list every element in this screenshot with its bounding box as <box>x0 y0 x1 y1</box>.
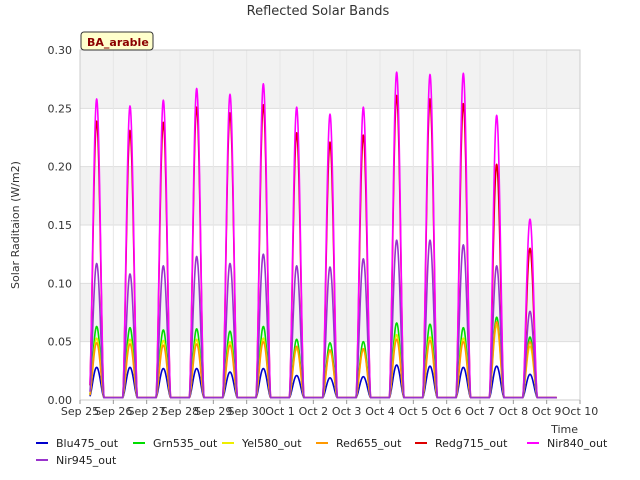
legend-item-nir945-out: Nir945_out <box>36 454 117 467</box>
legend-item-blu475-out: Blu475_out <box>36 437 119 450</box>
legend-label: Nir945_out <box>56 454 117 467</box>
legend-label: Red655_out <box>336 437 402 450</box>
x-tick-label: Sep 26 <box>94 405 132 418</box>
y-tick-label: 0.30 <box>48 44 73 57</box>
x-tick-label: Oct 10 <box>562 405 599 418</box>
x-tick-label: Sep 27 <box>128 405 166 418</box>
y-tick-label: 0.20 <box>48 161 73 174</box>
x-tick-label: Oct 8 <box>499 405 529 418</box>
x-tick-label: Oct 9 <box>532 405 562 418</box>
x-tick-label: Oct 3 <box>332 405 362 418</box>
y-tick-label: 0.25 <box>48 102 73 115</box>
x-tick-label: Sep 25 <box>61 405 99 418</box>
series-layer <box>89 71 558 399</box>
y-tick-label: 0.05 <box>48 336 73 349</box>
x-tick-label: Oct 5 <box>399 405 429 418</box>
legend-item-redg715-out: Redg715_out <box>415 437 508 450</box>
y-axis-ticks: 0.00 0.05 0.10 0.15 0.20 0.25 0.30 <box>48 44 73 407</box>
background-band <box>80 166 580 225</box>
legend-label: Yel580_out <box>241 437 302 450</box>
x-tick-label: Oct 1 <box>265 405 295 418</box>
x-tick-label: Oct 6 <box>432 405 462 418</box>
x-axis-label: Time <box>550 423 578 436</box>
series-line-nir945-out <box>89 239 558 399</box>
station-tag-label: BA_arable <box>87 36 149 49</box>
legend-label: Redg715_out <box>435 437 508 450</box>
x-tick-label: Oct 7 <box>465 405 495 418</box>
legend-item-yel580-out: Yel580_out <box>222 437 302 450</box>
plot-frame <box>79 49 581 401</box>
background-band <box>80 50 580 109</box>
y-tick-label: 0.15 <box>48 219 73 232</box>
legend: Blu475_out Grn535_out Yel580_out Red655_out… <box>36 437 608 467</box>
y-tick-label: 0.00 <box>48 394 73 407</box>
y-tick-label: 0.10 <box>48 277 73 290</box>
legend-item-red655-out: Red655_out <box>316 437 402 450</box>
legend-label: Nir840_out <box>547 437 608 450</box>
legend-label: Blu475_out <box>56 437 119 450</box>
legend-item-grn535-out: Grn535_out <box>133 437 218 450</box>
chart-title: Reflected Solar Bands <box>247 4 390 19</box>
background-band <box>80 283 580 342</box>
station-tag: BA_arable <box>80 31 154 51</box>
y-axis-label: Solar Raditaion (W/m2) <box>9 161 22 289</box>
legend-item-nir840-out: Nir840_out <box>527 437 608 450</box>
x-tick-label: Oct 4 <box>365 405 395 418</box>
x-tick-label: Oct 2 <box>299 405 329 418</box>
legend-label: Grn535_out <box>153 437 218 450</box>
x-tick-label: Sep 28 <box>161 405 199 418</box>
x-tick-label: Sep 30 <box>228 405 266 418</box>
station-tag-box <box>80 31 154 51</box>
x-tick-label: Sep 29 <box>194 405 232 418</box>
